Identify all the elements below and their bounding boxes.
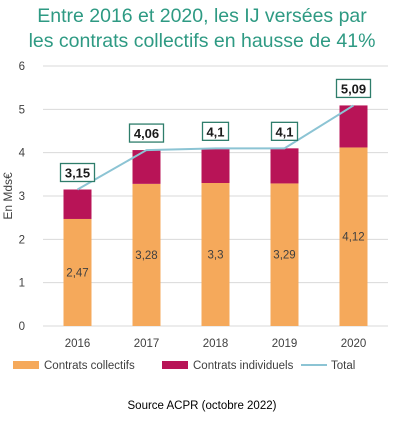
data-labels: 2,47 3,28 3,3 3,29 4,12 3,15 4,06 4,1 4,1 5,09	[59, 78, 372, 279]
y-tick-label-5: 5	[19, 104, 25, 116]
bar-individuels-2018	[201, 148, 230, 183]
bars	[63, 105, 368, 326]
total-label-2020: 5,09	[341, 81, 366, 96]
bar-individuels-2019	[270, 148, 299, 184]
x-tick-label-2019: 2019	[272, 338, 298, 350]
x-tick-label-2018: 2018	[203, 338, 229, 350]
gridlines	[43, 65, 388, 327]
bar-collectifs-2017	[132, 183, 161, 326]
total-label-2018: 4,1	[206, 124, 224, 139]
total-label-box-2017	[128, 123, 165, 143]
data-label-collectifs-2020: 4,12	[342, 232, 364, 244]
y-tick-label-2: 2	[19, 234, 25, 246]
chart-title: Entre 2016 et 2020, les IJ versées par l…	[0, 4, 404, 54]
y-tick-label-6: 6	[19, 61, 25, 73]
legend-label-collectifs: Contrats collectifs	[44, 360, 135, 372]
y-tick-label-0: 0	[19, 321, 25, 333]
y-axis-title: En Mds€	[1, 172, 15, 220]
total-label-box-2018	[201, 121, 230, 141]
chart-title-line-1: Entre 2016 et 2020, les IJ versées par	[37, 5, 367, 27]
bar-collectifs-2020	[339, 147, 368, 326]
total-label-box-2019	[270, 121, 299, 141]
axes: 0 1 2 3 4 5 6 2016 2017 2018 2019 2020	[19, 61, 367, 350]
x-tick-label-2020: 2020	[341, 338, 367, 350]
legend-swatch-individuels	[162, 361, 188, 369]
legend-label-individuels: Contrats individuels	[193, 360, 294, 372]
bar-collectifs-2019	[270, 183, 299, 326]
legend-swatch-collectifs	[13, 361, 39, 369]
x-tick-label-2016: 2016	[65, 338, 91, 350]
source-note: Source ACPR (octobre 2022)	[127, 400, 277, 412]
bar-collectifs-2016	[63, 218, 92, 326]
y-tick-label-3: 3	[19, 191, 25, 203]
data-label-collectifs-2016: 2,47	[66, 267, 88, 279]
data-label-collectifs-2019: 3,29	[273, 250, 295, 262]
total-label-2016: 3,15	[65, 166, 90, 181]
data-label-collectifs-2018: 3,3	[208, 250, 224, 262]
total-label-2019: 4,1	[275, 124, 293, 139]
total-label-box-2016	[59, 162, 96, 183]
data-label-collectifs-2017: 3,28	[135, 250, 157, 262]
x-tick-label-2017: 2017	[134, 338, 160, 350]
total-line-layer	[77, 104, 355, 191]
total-label-box-2020	[335, 78, 372, 99]
y-tick-label-4: 4	[19, 148, 26, 160]
legend: Contrats collectifs Contrats individuels T…	[13, 360, 355, 372]
bar-individuels-2016	[63, 189, 92, 219]
bar-individuels-2020	[339, 105, 368, 148]
total-line	[77, 104, 355, 191]
y-tick-label-1: 1	[19, 278, 25, 290]
legend-label-total: Total	[331, 360, 355, 372]
stacked-bar-chart: 2,47 3,28 3,3 3,29 4,12 3,15 4,06 4,1 4,1 5,09 0 1…	[1, 61, 388, 372]
chart-title-line-2: les contrats collectifs en hausse de 41%	[28, 30, 376, 52]
bar-collectifs-2018	[201, 183, 230, 326]
total-label-2017: 4,06	[134, 126, 159, 141]
